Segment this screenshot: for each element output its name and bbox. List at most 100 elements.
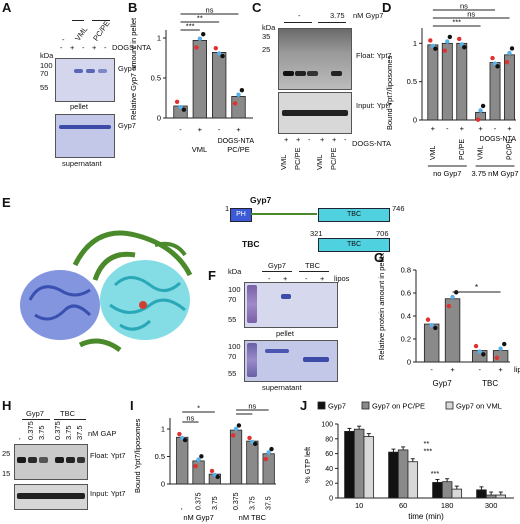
x-sign: - <box>218 125 221 134</box>
b-ylabel: Relative Gyp7 amount in pellet <box>129 17 138 120</box>
h-header: Gyp7 <box>26 409 44 418</box>
data-point <box>481 352 486 357</box>
blot-band <box>39 457 48 463</box>
data-point <box>178 104 183 110</box>
data-point <box>236 423 242 428</box>
x-sign: - <box>478 365 481 374</box>
h-input-label: Input: Ypt7 <box>90 489 126 498</box>
legend-swatch <box>445 401 454 410</box>
data-point <box>215 474 220 480</box>
f-lipos-label: lipos <box>334 274 350 283</box>
data-point <box>213 45 218 51</box>
bar <box>476 489 487 499</box>
data-point <box>490 55 495 61</box>
a-sign: - <box>60 43 63 52</box>
bar <box>229 429 243 485</box>
a-header-line <box>72 20 84 21</box>
data-point <box>197 36 203 41</box>
d-ylabel: Bound Ypt7/liposomes <box>385 55 394 130</box>
x-tick-label: 300 <box>485 501 498 510</box>
protein-structure <box>20 230 193 353</box>
marker-lane <box>247 343 257 377</box>
blot-band <box>283 71 294 76</box>
x-tick-label: 10 <box>355 501 363 510</box>
data-point <box>201 32 206 37</box>
bar <box>397 449 409 499</box>
data-point <box>209 468 215 474</box>
c-sign: - <box>308 135 311 144</box>
x-axis-label: time (min) <box>408 512 444 521</box>
marker: 25 <box>262 45 271 54</box>
sig-label: *** <box>186 22 195 31</box>
e-full-end: 746 <box>392 204 405 213</box>
data-point <box>239 88 245 93</box>
chart-j: % GTP left 0 20 40 60 80 100 Gyp7 Gyp7 on PC/PE… <box>303 401 514 521</box>
legend-label: Gyp7 on VML <box>456 402 502 411</box>
lane-label: PC/PE <box>506 139 513 160</box>
tbc-construct: TBC <box>318 238 390 252</box>
data-point <box>473 343 479 349</box>
marker: 70 <box>40 69 49 78</box>
f-header: TBC <box>305 261 320 270</box>
dogs-label: DOGS-NTA <box>480 136 517 143</box>
f-pellet-label: pellet <box>276 329 294 338</box>
gel-band <box>86 69 95 73</box>
bar <box>353 428 365 499</box>
bar <box>432 482 443 499</box>
data-point <box>230 433 236 438</box>
h-float-label: Float: Ypt7 <box>90 451 126 460</box>
data-point <box>477 349 482 354</box>
bar <box>504 54 515 121</box>
marker: 25 <box>2 449 11 458</box>
y-tick-label: 0.2 <box>401 335 411 344</box>
group-label: VML <box>192 145 207 154</box>
h-conc: 3.75 <box>37 425 46 440</box>
bar <box>485 494 497 499</box>
panel-letter-g: G <box>374 250 385 265</box>
x-conc: - <box>179 507 186 510</box>
bar <box>423 323 440 363</box>
data-point <box>494 355 500 361</box>
data-point <box>194 45 199 50</box>
legend-swatch <box>317 401 326 410</box>
c-lane: PC/PE <box>329 147 338 170</box>
bar <box>427 44 439 121</box>
y-tick-label: 0 <box>413 116 417 125</box>
supernatant-gel <box>55 114 115 158</box>
group-label: nM Gyp7 <box>183 513 213 522</box>
x-sign: + <box>498 365 503 374</box>
a-header-minus: - <box>62 35 65 44</box>
bar <box>441 42 453 121</box>
h-unit: nM GAP <box>88 429 117 438</box>
y-tick-label: 100 <box>321 422 333 429</box>
group-label: PC/PE <box>227 145 250 154</box>
c-unit: nM Gyp7 <box>353 11 384 20</box>
x-sign: - <box>179 125 182 134</box>
a-supernatant-label: supernatant <box>62 159 102 168</box>
data-point <box>236 92 241 97</box>
h-conc: 3.75 <box>64 425 73 440</box>
y-tick-label: 0.4 <box>401 312 411 321</box>
c-sign: + <box>296 135 301 144</box>
e-full-start: 1 <box>225 204 230 213</box>
y-tick-label: 0.5 <box>155 452 165 461</box>
c-lane: VML <box>279 154 288 170</box>
legend-label: Gyp7 on PC/PE <box>372 402 425 411</box>
chart-d: Bound Ypt7/liposomes 0 0.5 1 + - + + - + DOGS-NTA… <box>385 2 519 179</box>
group-label: no Gyp7 <box>433 169 461 178</box>
a-dogs-label: DOGS-NTA <box>112 43 152 52</box>
panel-letter-a: A <box>2 0 12 15</box>
y-tick-label: 0 <box>161 480 165 489</box>
sig-label: ns <box>186 414 194 423</box>
data-point <box>433 46 438 51</box>
group-label: Gyp7 <box>433 379 453 388</box>
bar <box>444 298 461 363</box>
x-sign: + <box>460 124 465 133</box>
e-tbc-end: 706 <box>376 229 389 238</box>
y-tick-label: 1 <box>161 425 165 434</box>
data-point <box>447 34 453 40</box>
c-header-line <box>284 22 312 23</box>
data-point <box>498 346 503 351</box>
h-header: TBC <box>60 409 75 418</box>
h-conc: 37.5 <box>75 425 84 440</box>
